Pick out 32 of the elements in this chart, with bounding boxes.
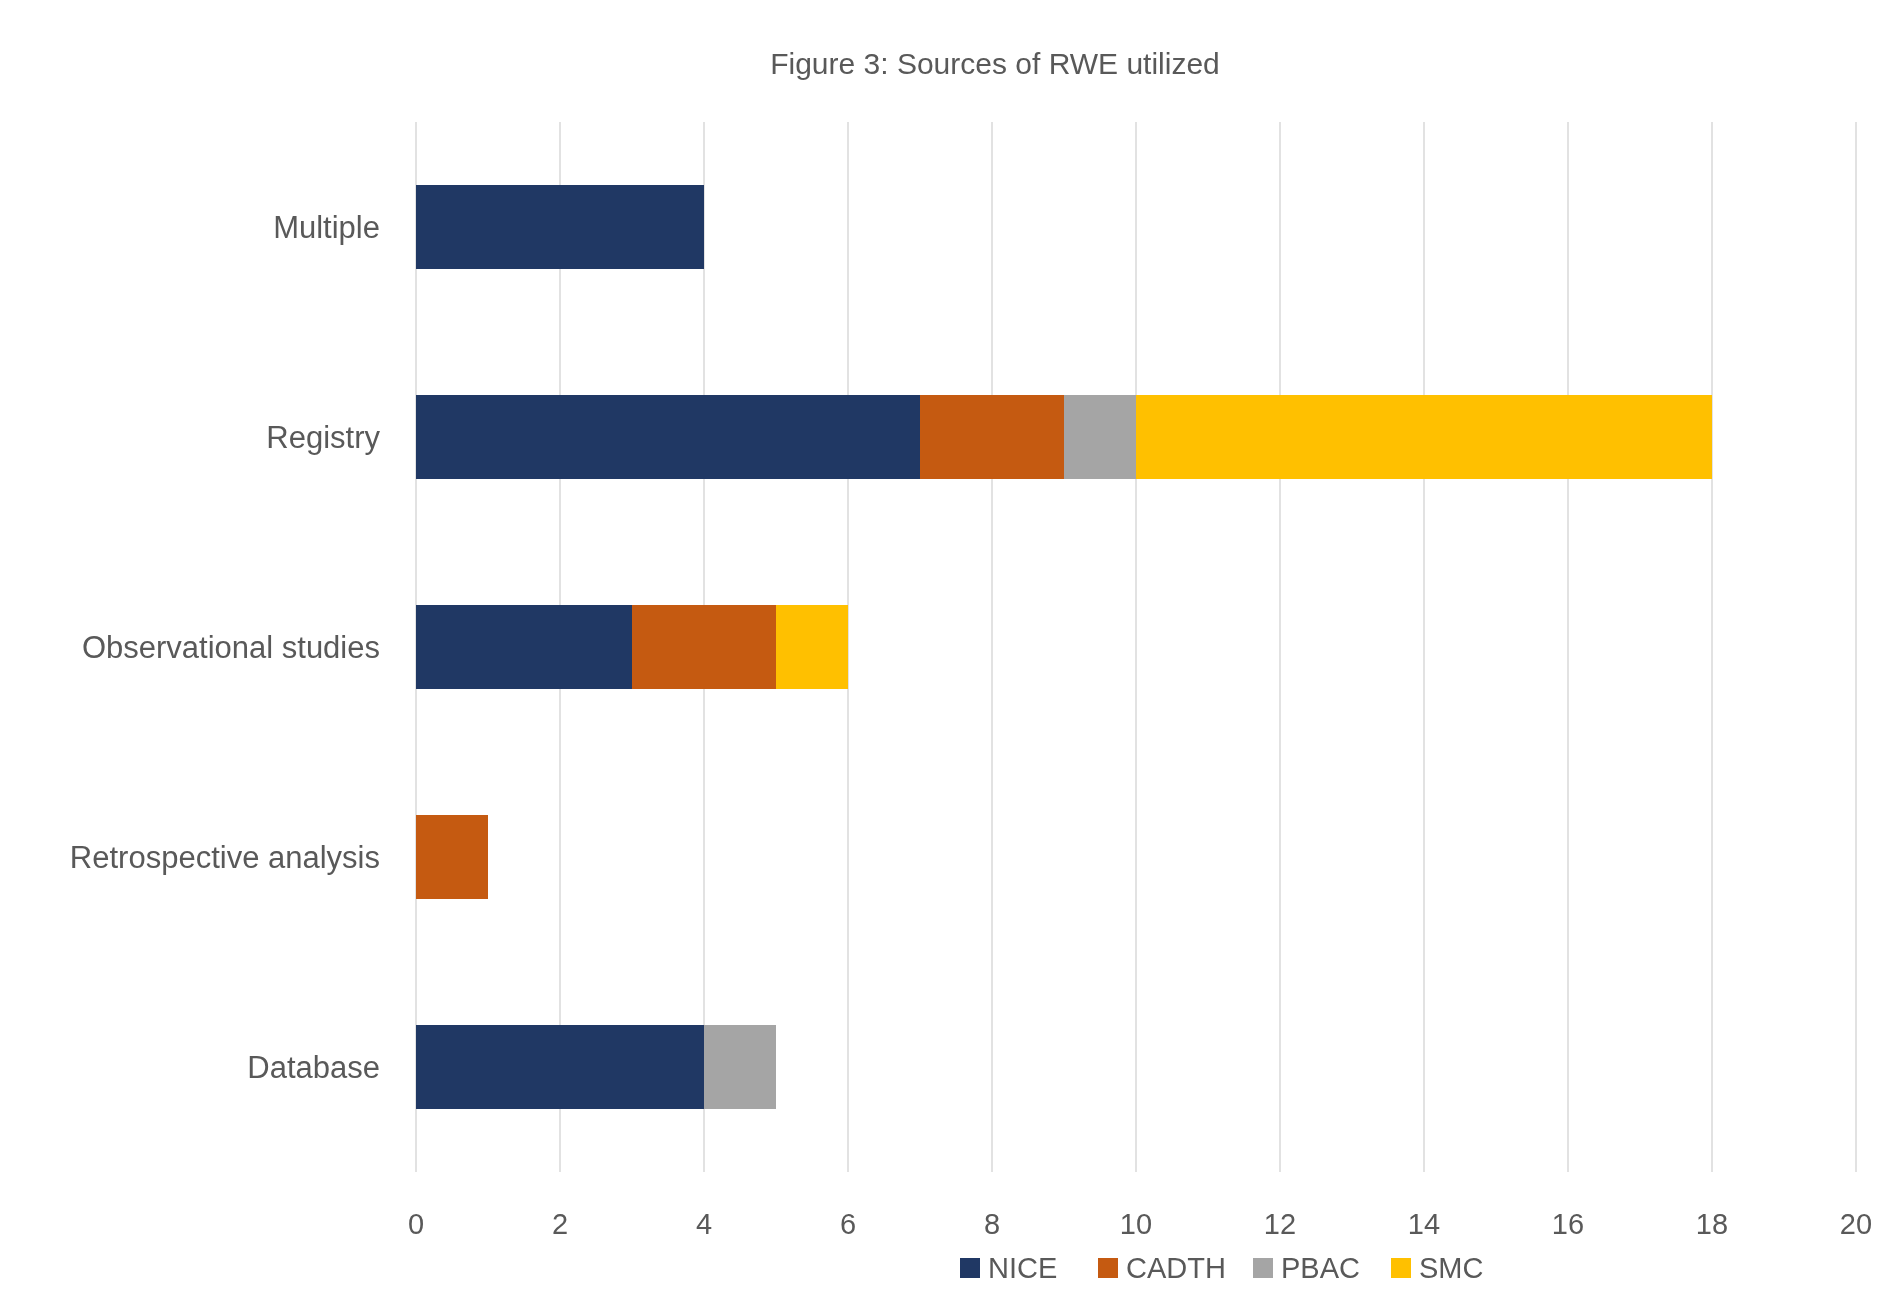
x-tick-label: 12 [1263, 1208, 1297, 1240]
x-tick-label: 8 [983, 1208, 1001, 1240]
x-tick-label: 18 [1695, 1208, 1729, 1240]
legend-label: PBAC [1281, 1252, 1360, 1284]
bar [1136, 395, 1712, 479]
x-tick-label: 14 [1407, 1208, 1441, 1240]
bar [1064, 395, 1136, 479]
bar [416, 1025, 704, 1109]
chart-title: Figure 3: Sources of RWE utilized [770, 47, 1220, 80]
y-tick-label: Multiple [273, 209, 380, 245]
legend-label: CADTH [1126, 1252, 1226, 1284]
bar [776, 605, 848, 689]
legend-label: NICE [988, 1252, 1058, 1284]
bar [632, 605, 776, 689]
bar [416, 185, 704, 269]
legend-label: SMC [1419, 1252, 1484, 1284]
x-tick-label: 4 [695, 1208, 713, 1240]
x-tick-label: 10 [1119, 1208, 1153, 1240]
bar [416, 815, 488, 899]
bar [704, 1025, 776, 1109]
bar [416, 605, 632, 689]
bar [416, 395, 920, 479]
x-tick-label: 0 [407, 1208, 425, 1240]
y-tick-label: Retrospective analysis [69, 839, 380, 875]
x-tick-label: 2 [551, 1208, 569, 1240]
y-tick-label: Observational studies [81, 629, 380, 665]
x-tick-label: 6 [839, 1208, 857, 1240]
y-tick-label: Database [247, 1049, 380, 1085]
x-tick-label: 16 [1551, 1208, 1585, 1240]
bar [920, 395, 1064, 479]
y-tick-label: Registry [266, 419, 381, 455]
x-tick-label: 20 [1839, 1208, 1873, 1240]
